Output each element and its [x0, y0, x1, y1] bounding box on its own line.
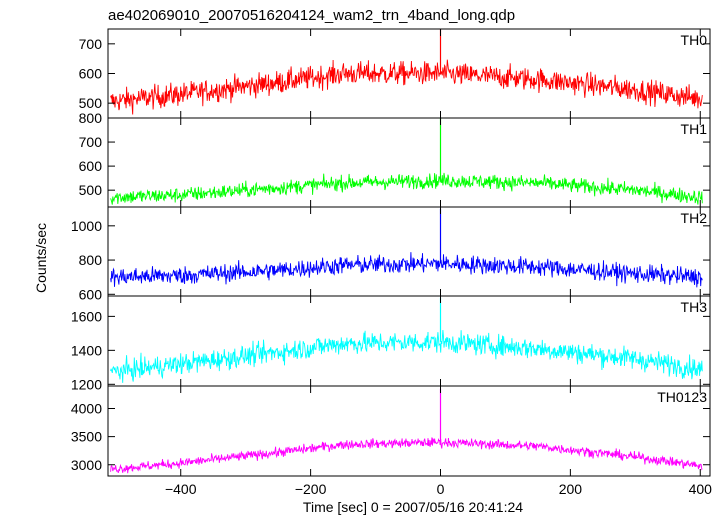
- y-tick-label: 600: [79, 158, 103, 174]
- y-tick-label: 700: [79, 36, 103, 52]
- y-tick-label: 1600: [71, 308, 102, 324]
- panel-th1: 500 600 700 TH1: [79, 117, 711, 208]
- x-axis-label: Time [sec] 0 = 2007/05/16 20:41:24: [303, 499, 523, 515]
- panel-frame: [107, 385, 711, 477]
- y-tick-label: 1400: [71, 342, 102, 358]
- panel-label-th0: TH0: [681, 32, 708, 48]
- y-tick-label: 3000: [71, 457, 102, 473]
- panel-th0123: 3000 3500 4000 TH0123: [71, 385, 711, 477]
- x-tick-label: −200: [295, 481, 327, 497]
- x-tick-label: 0: [437, 481, 445, 497]
- x-tick-label: 200: [559, 481, 583, 497]
- chart-title: ae402069010_20070516204124_wam2_trn_4ban…: [108, 7, 515, 24]
- y-tick-label: 600: [79, 286, 103, 302]
- panel-th3: 1200 1400 1600 TH3: [71, 295, 711, 392]
- y-tick-label: 1200: [71, 376, 102, 392]
- y-tick-label: 1000: [71, 218, 102, 234]
- x-tick-label: −400: [165, 481, 197, 497]
- series-line-th0: [110, 59, 703, 115]
- y-axis-label: Counts/sec: [33, 223, 49, 293]
- series-line-th2: [110, 252, 703, 288]
- y-tick-label: 800: [79, 110, 103, 126]
- x-tick-labels: −400 −200 0 200 400: [165, 481, 712, 497]
- panel-label-th1: TH1: [681, 121, 708, 137]
- y-tick-label: 800: [79, 252, 103, 268]
- panel-label-th2: TH2: [681, 210, 708, 226]
- y-tick-label: 500: [79, 95, 103, 111]
- y-tick-label: 700: [79, 134, 103, 150]
- y-tick-label: 500: [79, 182, 103, 198]
- series-line-th3: [110, 329, 703, 383]
- y-tick-label: 4000: [71, 401, 102, 417]
- x-tick-label: 400: [689, 481, 713, 497]
- panels-group: 500 600 700 800 TH0 500 600 700 TH1 600 800 1000 TH2…: [71, 28, 711, 477]
- panel-label-th3: TH3: [681, 299, 708, 315]
- panel-th2: 600 800 1000 TH2: [71, 206, 711, 302]
- panel-th0: 500 600 700 800 TH0: [79, 28, 711, 126]
- panel-label-th0123: TH0123: [657, 389, 707, 405]
- series-line-th0123: [110, 437, 703, 474]
- panel-frame: [107, 206, 711, 297]
- series-line-th1: [110, 172, 703, 205]
- y-tick-label: 3500: [71, 429, 102, 445]
- y-tick-label: 600: [79, 66, 103, 82]
